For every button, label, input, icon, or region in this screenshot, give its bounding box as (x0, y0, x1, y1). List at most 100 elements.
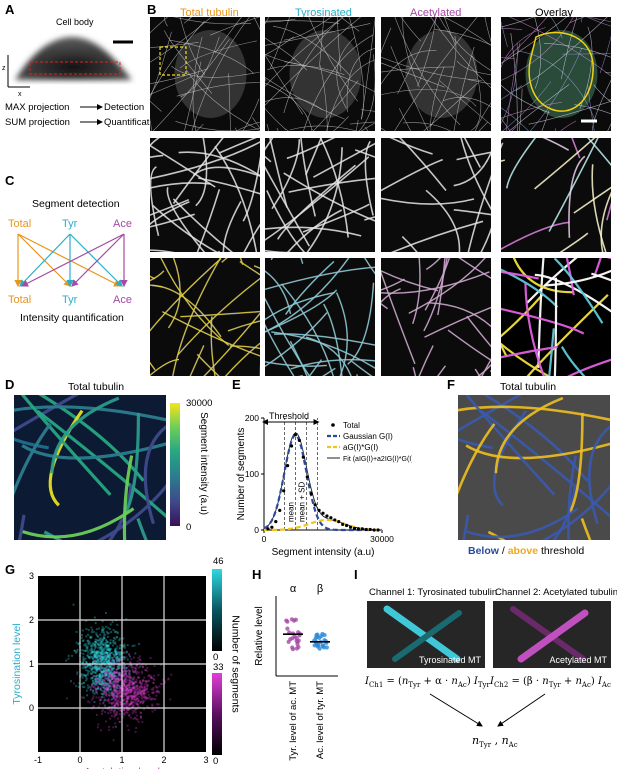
heatmap-cell-tyr (90, 677, 93, 680)
heatmap-cell-ac (132, 686, 135, 689)
heatmap-cell-ac (92, 689, 95, 692)
heatmap-cell-tyr (103, 667, 106, 670)
heatmap-cell-tyr (109, 680, 112, 683)
heatmap-cell-tyr (113, 693, 116, 696)
filament (568, 412, 584, 514)
heatmap-cell-ac (113, 664, 116, 667)
heatmap-cell-ac (141, 701, 144, 704)
filament (192, 166, 260, 177)
heatmap-cell-tyr (105, 666, 108, 669)
alpha-label: α (290, 583, 297, 595)
heatmap-cell-ac (125, 702, 128, 705)
heatmap-cell-tyr (112, 640, 115, 643)
heatmap-cell-ac (142, 666, 145, 669)
heatmap-cell-tyr (126, 688, 129, 691)
filament (561, 17, 578, 80)
heatmap-cell-ac (114, 691, 117, 694)
cell-glow (289, 30, 362, 118)
heatmap-cell-tyr (105, 645, 108, 648)
heatmap-cell-tyr (95, 651, 98, 654)
heatmap-cell-ac (128, 661, 131, 664)
filament (354, 149, 375, 158)
heatmap-cell-ac (111, 701, 114, 704)
filament (560, 346, 586, 376)
axis-z-label: z (2, 65, 6, 72)
heatmap-cell-ac (103, 680, 106, 683)
filament (501, 142, 504, 150)
heatmap-cell-ac (123, 703, 126, 706)
heatmap-cell-tyr (95, 688, 98, 691)
heatmap-cell-ac (115, 689, 118, 692)
heatmap-cell-ac (118, 696, 121, 699)
heatmap-cell-ac (118, 686, 121, 689)
heatmap-cell-ac (137, 691, 140, 694)
filament (569, 17, 586, 23)
heatmap-cell-ac (123, 678, 126, 681)
heatmap-cell-ac (125, 685, 128, 688)
heatmap-cell-tyr (112, 675, 115, 678)
heatmap-cell-tyr (125, 670, 128, 673)
heatmap-cell-tyr (125, 651, 128, 654)
heatmap-cell-ac (129, 679, 132, 682)
heatmap-cell-ac (125, 705, 128, 708)
heatmap-cell-tyr (105, 656, 108, 659)
heatmap-cell-ac (169, 698, 172, 701)
heatmap-cell-ac (127, 708, 130, 711)
heatmap-cell-ac (132, 701, 135, 704)
heatmap-cell-ac (126, 684, 129, 687)
heatmap-cell-tyr (108, 679, 111, 682)
heatmap-cell-tyr (114, 680, 117, 683)
heatmap-cell-ac (111, 695, 114, 698)
heatmap-cell-ac (143, 685, 146, 688)
heatmap-cell-tyr (107, 645, 110, 648)
filament (265, 312, 328, 367)
filament (265, 258, 350, 333)
heatmap-cell-tyr (110, 666, 113, 669)
heatmap-cell-tyr (100, 655, 103, 658)
heatmap-cell-tyr (101, 689, 104, 692)
filament (350, 121, 375, 125)
heatmap-cell-tyr (109, 672, 112, 675)
top-tyr-label: Tyr (62, 218, 78, 230)
heatmap-cell-ac (115, 697, 118, 700)
heatmap-cell-tyr (95, 639, 98, 642)
heatmap-cell-ac (116, 658, 119, 661)
data-point (282, 489, 286, 493)
heatmap-cell-tyr (97, 666, 100, 669)
heatmap-cell-ac (133, 696, 136, 699)
heatmap-cell-tyr (125, 618, 128, 621)
heatmap-cell-tyr (105, 641, 108, 644)
heatmap-cell-tyr (97, 659, 100, 662)
heatmap-cell-ac (132, 697, 135, 700)
heatmap-cell-tyr (81, 661, 84, 664)
heatmap-cell-ac (121, 675, 124, 678)
heatmap-cell-ac (123, 683, 126, 686)
heatmap-cell-tyr (85, 635, 88, 638)
heatmap-cell-tyr (81, 640, 84, 643)
heatmap-cell-ac (101, 694, 104, 697)
heatmap-cell-ac (157, 673, 160, 676)
heatmap-cell-ac (141, 686, 144, 689)
heatmap-cell-tyr (108, 650, 111, 653)
heatmap-cell-tyr (118, 651, 121, 654)
heatmap-cell-tyr (98, 673, 101, 676)
heatmap-cell-tyr (95, 681, 98, 684)
data-point (337, 520, 341, 524)
data-point (294, 646, 299, 651)
heatmap-cell-tyr (106, 678, 109, 681)
heatmap-cell-ac (150, 676, 153, 679)
heatmap-cell-tyr (104, 645, 107, 648)
heatmap-cell-ac (113, 689, 116, 692)
heatmap-cell-tyr (116, 657, 119, 660)
heatmap-cell-tyr (117, 652, 120, 655)
heatmap-cell-ac (119, 678, 122, 681)
heatmap-cell-tyr (106, 632, 109, 635)
filament (550, 17, 563, 39)
filament (568, 155, 586, 238)
panel-a-diagram: z x (2, 37, 133, 98)
data-point (364, 527, 368, 532)
heatmap-cell-tyr (100, 678, 103, 681)
heatmap-cell-tyr (116, 678, 119, 681)
heatmap-cell-tyr (102, 637, 105, 640)
heatmap-cell-ac (112, 739, 115, 742)
